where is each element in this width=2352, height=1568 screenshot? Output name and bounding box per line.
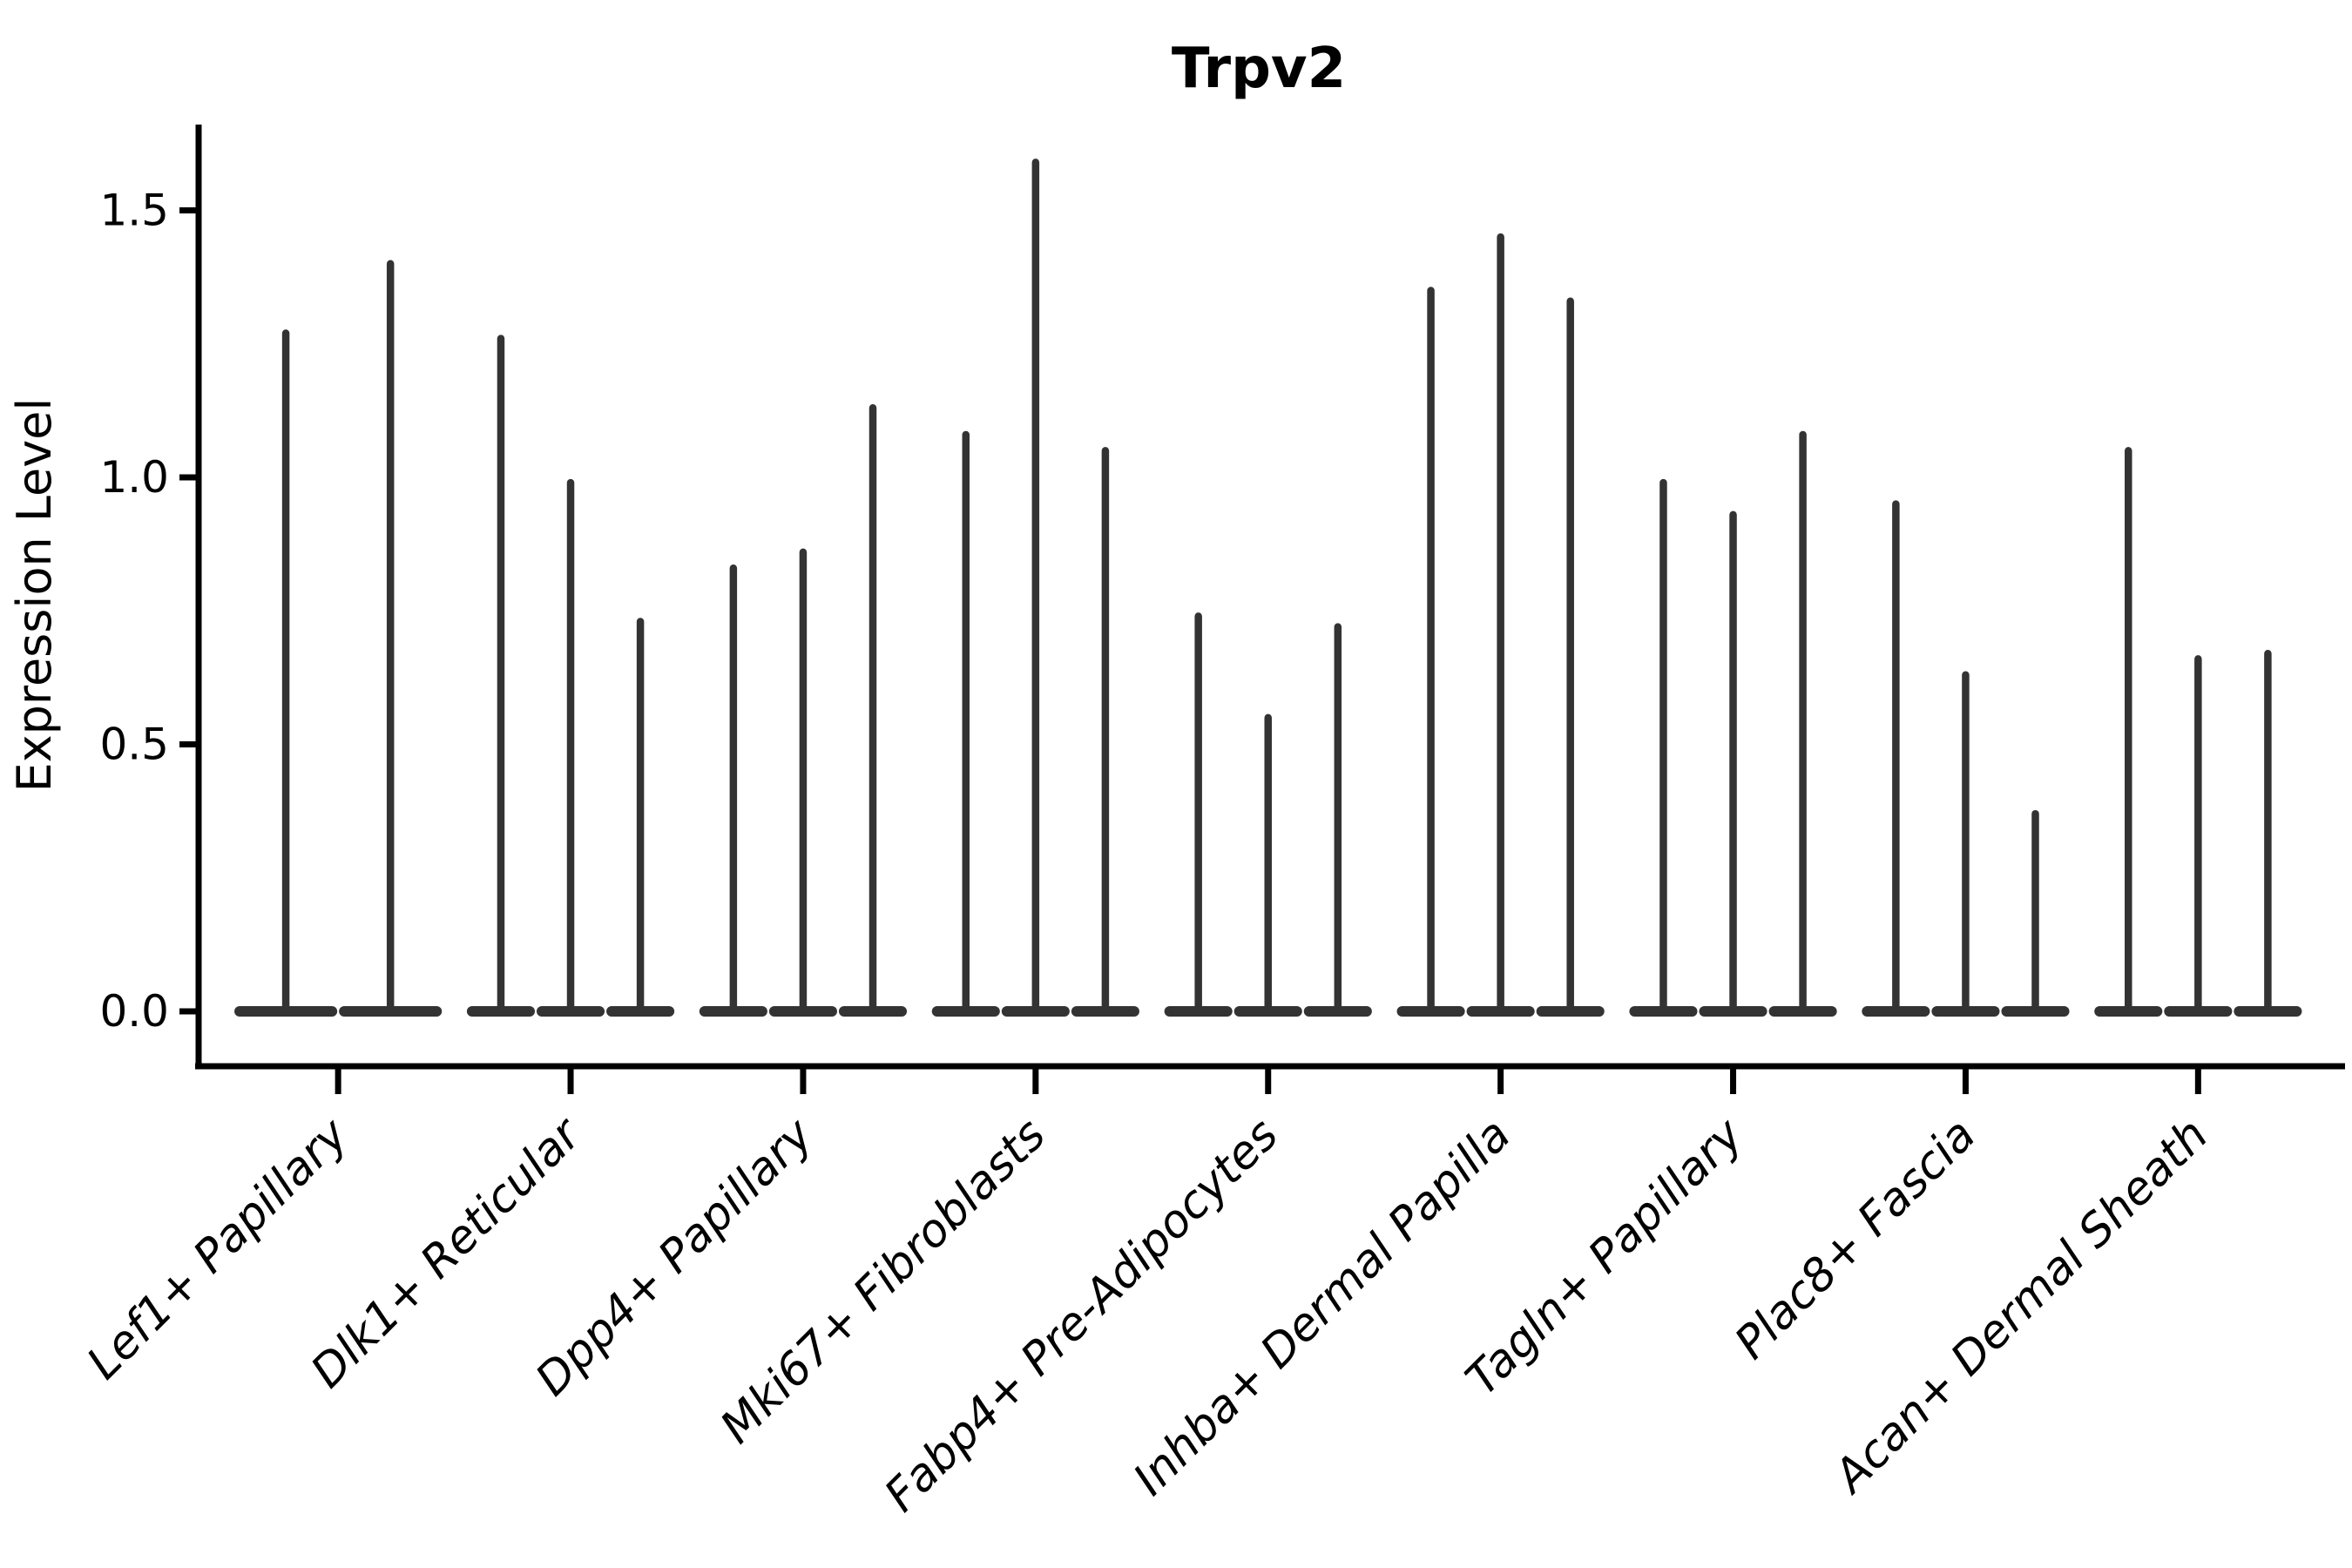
violin-base: [1862, 1006, 1930, 1017]
violin-base: [1164, 1006, 1233, 1017]
x-tick-label: Plac8+ Fascia: [1725, 1109, 1985, 1369]
violin-base: [838, 1006, 908, 1017]
y-tick-label: 0.5: [99, 720, 169, 770]
violin-group: [1396, 233, 1605, 1017]
violin-base: [768, 1006, 837, 1017]
violin-base: [2001, 1006, 2070, 1017]
violin-group: [931, 159, 1139, 1017]
y-tick-label: 1.0: [99, 452, 169, 503]
violin-base: [2164, 1006, 2233, 1017]
violin-base: [606, 1006, 675, 1017]
y-axis-ticks: 0.0 0.5 1.0 1.5: [99, 186, 199, 1037]
violin-base: [1699, 1006, 1767, 1017]
chart-title: Trpv2: [1172, 37, 1346, 101]
violin-group: [699, 404, 908, 1017]
y-tick-label: 1.5: [99, 186, 169, 236]
violin-group: [2094, 447, 2302, 1017]
violin-base: [1396, 1006, 1465, 1017]
violin-base: [931, 1006, 1000, 1017]
violin-base: [466, 1006, 536, 1017]
violin-base: [1466, 1006, 1535, 1017]
violin-base: [1071, 1006, 1139, 1017]
violin-group: [1164, 612, 1372, 1017]
violin-group: [1862, 500, 2070, 1017]
violin-base: [1303, 1006, 1372, 1017]
violin-base: [1001, 1006, 1070, 1017]
violin-base: [1536, 1006, 1605, 1017]
violin-group: [466, 335, 675, 1017]
x-tick-label: Fabp4+ Pre-Adipocytes: [875, 1109, 1288, 1523]
violin-base: [2234, 1006, 2302, 1017]
violin-base: [234, 1006, 338, 1017]
violin-group: [1629, 430, 1837, 1017]
x-tick-label: Acan+ Dermal Sheath: [1822, 1109, 2218, 1504]
y-axis-label: Expression Level: [7, 398, 62, 793]
violin-base: [1233, 1006, 1302, 1017]
x-tick-label: Inhba+ Dermal Papilla: [1124, 1109, 1521, 1506]
violin-base: [1629, 1006, 1698, 1017]
violin-base: [339, 1006, 443, 1017]
violin-base: [1931, 1006, 2000, 1017]
violins-layer: [234, 159, 2302, 1017]
violin-base: [1768, 1006, 1837, 1017]
violin-base: [699, 1006, 767, 1017]
violin-group: [234, 260, 443, 1017]
y-tick-label: 0.0: [99, 986, 169, 1037]
violin-base: [537, 1006, 605, 1017]
violin-base: [2094, 1006, 2163, 1017]
